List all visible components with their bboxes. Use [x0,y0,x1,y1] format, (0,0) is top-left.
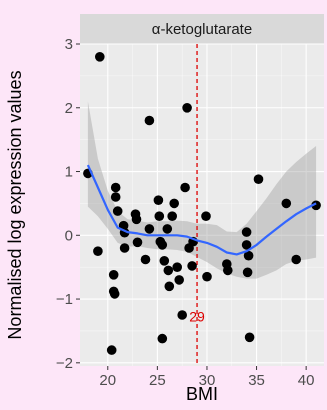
data-point [140,254,151,265]
x-tick-label: 25 [149,372,166,389]
data-point [159,255,170,266]
trend-line [86,164,317,256]
data-point [112,206,123,216]
data-point [172,262,182,273]
y-axis: −2 −1 0 1 2 3 [56,36,80,372]
data-point [106,345,117,355]
data-point [132,237,143,248]
data-point [244,332,255,343]
data-point [241,240,252,250]
data-point [182,103,192,113]
data-point [119,243,130,253]
y-tick-label: 2 [65,100,73,117]
data-point [144,115,155,126]
data-point [167,211,177,221]
data-point [93,246,103,256]
x-tick-label: 40 [298,372,315,389]
data-point [291,254,302,265]
x-axis: 20 25 30 35 40 [99,366,314,389]
x-tick-label: 35 [248,372,265,389]
x-tick-label: 30 [199,372,216,389]
data-point [163,265,174,276]
data-point [95,52,105,62]
data-point [162,224,173,234]
y-tick-label: 3 [65,36,73,53]
data-point [311,200,321,211]
data-point [177,310,187,320]
x-axis-title: BMI [186,384,218,404]
data-point [241,227,252,237]
data-point [202,271,212,282]
data-point [164,281,175,292]
data-point [169,198,179,209]
data-point [144,224,155,234]
data-point [201,211,211,221]
data-point [131,214,142,225]
data-point [157,240,168,250]
data-point [108,270,119,280]
reference-line-label: 29 [189,308,205,324]
data-point [187,261,197,271]
data-point [109,289,120,299]
facet-strip [80,14,324,44]
data-point [253,174,264,184]
data-point [157,333,168,344]
data-point [243,250,254,261]
y-tick-label: −2 [56,355,73,372]
y-tick-label: 1 [65,164,73,181]
facet-title: α-ketoglutarate [152,21,252,38]
x-tick-label: 20 [99,372,116,389]
y-tick-label: −1 [56,291,73,308]
data-point [242,267,253,278]
data-point [154,211,165,221]
data-point [180,182,190,193]
data-point [110,192,121,202]
y-axis-title: Normalised log expression values [5,70,25,339]
data-point [281,198,292,209]
y-tick-label: 0 [65,227,73,244]
data-point [174,275,184,285]
data-point [110,182,121,193]
major-gridlines [80,43,324,366]
data-point [153,195,164,205]
data-point [223,265,233,276]
